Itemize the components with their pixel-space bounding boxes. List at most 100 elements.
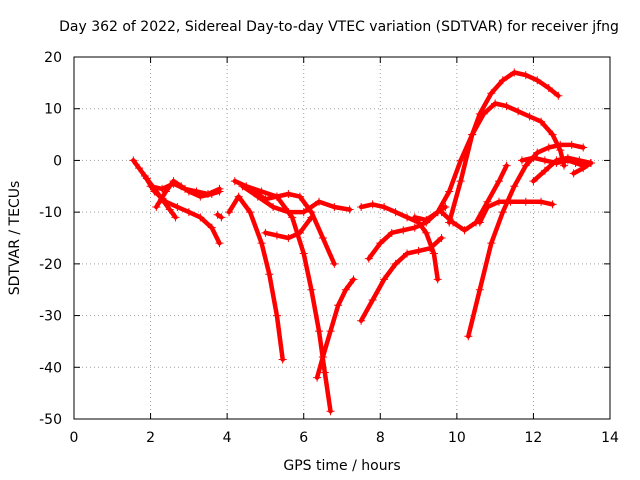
data-point xyxy=(299,208,308,217)
data-point xyxy=(456,156,465,165)
data-point xyxy=(521,161,530,170)
data-point xyxy=(326,407,335,416)
series-track-22 xyxy=(569,159,595,178)
data-point xyxy=(422,215,431,224)
data-point xyxy=(357,202,366,211)
x-tick-label: 12 xyxy=(525,430,543,446)
data-point xyxy=(556,140,565,149)
data-point xyxy=(391,208,400,217)
data-series xyxy=(129,68,595,416)
series-track-19 xyxy=(475,197,557,227)
data-point xyxy=(272,311,281,320)
series-track-6 xyxy=(225,192,287,364)
data-point xyxy=(502,102,511,111)
data-point xyxy=(403,213,412,222)
data-point xyxy=(161,197,170,206)
y-tick-label: -20 xyxy=(39,257,62,273)
data-point xyxy=(253,192,262,201)
x-tick-label: 10 xyxy=(448,430,466,446)
x-tick-label: 6 xyxy=(299,430,308,446)
data-point xyxy=(320,368,329,377)
data-point xyxy=(433,275,442,284)
series-line xyxy=(142,173,222,246)
data-point xyxy=(341,285,350,294)
data-point xyxy=(554,91,563,100)
data-point xyxy=(475,218,484,227)
data-point xyxy=(399,226,408,235)
data-point xyxy=(464,332,473,341)
data-point xyxy=(284,190,293,199)
data-point xyxy=(278,355,287,364)
data-point xyxy=(330,202,339,211)
data-point xyxy=(422,228,431,237)
data-point xyxy=(487,89,496,98)
data-point xyxy=(521,71,530,80)
series-track-10 xyxy=(261,213,316,242)
series-line xyxy=(226,194,285,362)
data-point xyxy=(261,228,270,237)
data-point xyxy=(217,213,226,222)
series-line xyxy=(446,101,567,225)
data-point xyxy=(315,327,324,336)
chart-title: Day 362 of 2022, Sidereal Day-to-day VTE… xyxy=(59,19,619,35)
data-point xyxy=(230,177,239,186)
data-point xyxy=(234,192,243,201)
data-point xyxy=(410,213,419,222)
data-point xyxy=(313,373,322,382)
data-point xyxy=(272,231,281,240)
series-track-11 xyxy=(313,275,358,382)
data-point xyxy=(540,156,549,165)
data-point xyxy=(460,226,469,235)
data-point xyxy=(238,182,247,191)
data-point xyxy=(196,213,205,222)
data-point xyxy=(510,68,519,77)
data-point xyxy=(173,202,182,211)
data-point xyxy=(364,254,373,263)
x-tick-label: 4 xyxy=(223,430,232,446)
data-point xyxy=(129,156,138,165)
data-point xyxy=(586,159,595,168)
data-point xyxy=(349,275,358,284)
grid-lines xyxy=(74,57,610,419)
data-point xyxy=(269,202,278,211)
y-tick-label: 0 xyxy=(53,153,62,169)
y-tick-label: -30 xyxy=(39,309,62,325)
data-point xyxy=(207,223,216,232)
data-point xyxy=(284,208,293,217)
data-point xyxy=(529,177,538,186)
data-point xyxy=(529,153,538,162)
y-tick-label: 10 xyxy=(44,102,62,118)
data-point xyxy=(491,99,500,108)
data-point xyxy=(533,148,542,157)
data-point xyxy=(307,213,316,222)
data-point xyxy=(357,316,366,325)
data-point xyxy=(456,177,465,186)
data-point xyxy=(437,234,446,242)
data-point xyxy=(517,156,526,165)
data-point xyxy=(299,249,308,258)
data-point xyxy=(579,143,588,152)
data-point xyxy=(537,117,546,126)
data-point xyxy=(318,352,327,361)
data-point xyxy=(502,161,511,170)
data-point xyxy=(140,171,149,180)
data-point xyxy=(246,208,255,217)
data-point xyxy=(307,285,316,294)
x-tick-label: 8 xyxy=(376,430,385,446)
x-tick-label: 14 xyxy=(601,430,619,446)
data-point xyxy=(165,205,174,214)
data-point xyxy=(272,192,281,201)
data-point xyxy=(426,244,435,253)
data-point xyxy=(537,197,546,206)
data-point xyxy=(288,213,297,222)
data-point xyxy=(215,184,224,193)
data-point xyxy=(548,200,557,209)
data-point xyxy=(391,259,400,268)
y-tick-label: 20 xyxy=(44,50,62,66)
y-axis-label: SDTVAR / TECUs xyxy=(7,181,23,296)
data-point xyxy=(571,159,580,168)
data-point xyxy=(449,218,458,227)
data-point xyxy=(192,187,201,196)
series-track-9 xyxy=(238,182,354,217)
